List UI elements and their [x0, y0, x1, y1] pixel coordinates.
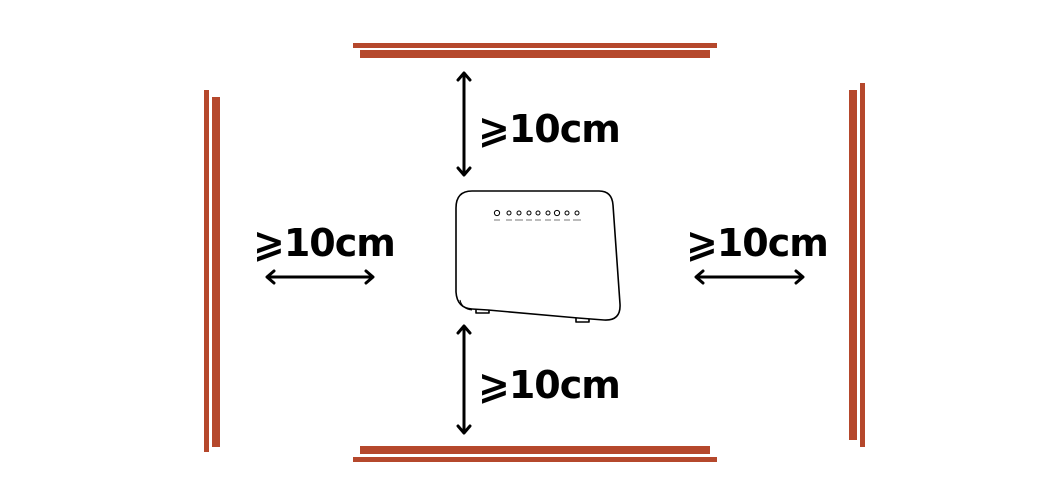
clearance-label-bottom: ⩾10cm [478, 363, 621, 407]
double-arrow-icon [456, 324, 472, 435]
led-indicators [493, 209, 580, 217]
wall-top [353, 43, 717, 58]
wall-bottom [353, 446, 717, 462]
clearance-label-right: ⩾10cm [686, 221, 829, 265]
router-icon [455, 190, 621, 323]
double-arrow-icon [694, 269, 805, 285]
wall-right [849, 83, 865, 447]
double-arrow-icon [265, 269, 375, 285]
wall-left [204, 90, 220, 452]
arrows [265, 71, 805, 435]
walls [204, 43, 865, 462]
router-foot-right [575, 318, 590, 323]
router-foot-left [475, 309, 490, 314]
router-body [455, 190, 621, 321]
clearance-label-left: ⩾10cm [253, 221, 396, 265]
clearance-label-top: ⩾10cm [478, 107, 621, 151]
double-arrow-icon [456, 71, 472, 177]
